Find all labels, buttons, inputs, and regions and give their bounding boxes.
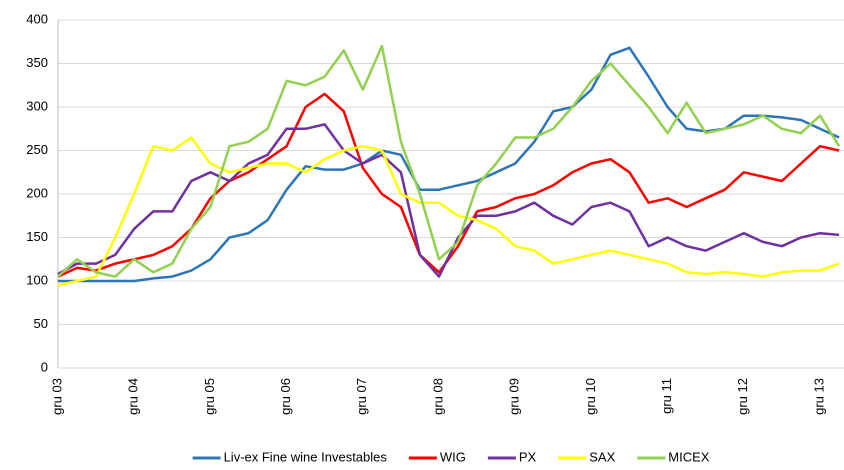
x-tick-label: gru 03 — [49, 378, 64, 415]
legend-label: WIG — [440, 449, 466, 464]
y-tick-label: 250 — [26, 142, 48, 157]
y-tick-label: 100 — [26, 272, 48, 287]
x-tick-label: gru 13 — [811, 378, 826, 415]
x-tick-label: gru 11 — [659, 378, 674, 414]
x-tick-label: gru 10 — [583, 378, 598, 415]
y-tick-label: 0 — [41, 359, 48, 374]
y-tick-label: 350 — [26, 55, 48, 70]
y-tick-label: 200 — [26, 185, 48, 200]
y-tick-label: 400 — [26, 11, 48, 26]
series-line — [57, 123, 840, 278]
y-tick-label: 150 — [26, 229, 48, 244]
series-line — [58, 46, 840, 283]
legend-label: SAX — [589, 449, 615, 464]
x-tick-label: gru 04 — [126, 378, 141, 415]
x-tick-label: gru 09 — [507, 378, 522, 415]
x-tick-label: gru 07 — [354, 378, 369, 415]
x-tick-label: gru 12 — [735, 378, 750, 415]
x-tick-label: gru 05 — [202, 378, 217, 415]
y-tick-label: 300 — [26, 98, 48, 113]
x-tick-label: gru 08 — [430, 378, 445, 415]
series-line — [57, 44, 841, 278]
legend-label: MICEX — [668, 449, 710, 464]
legend-label: PX — [519, 449, 537, 464]
series-line — [57, 136, 840, 287]
x-tick-label: gru 06 — [278, 378, 293, 415]
legend-label: Liv-ex Fine wine Investables — [224, 449, 388, 464]
legend: Liv-ex Fine wine Investables WIG PX SAX MICE… — [192, 449, 710, 464]
y-tick-label: 50 — [34, 316, 48, 331]
